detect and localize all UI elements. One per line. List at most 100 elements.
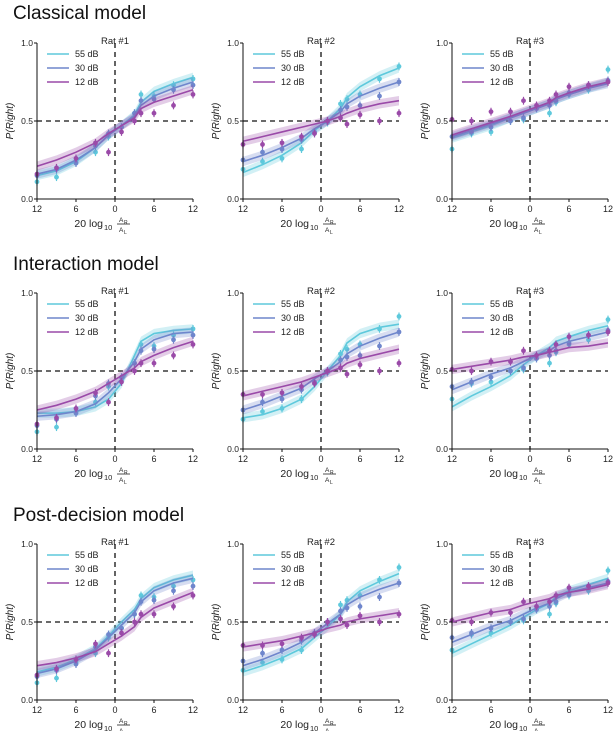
x-tick-label: 12 — [32, 204, 42, 214]
y-axis-label: P(Right) — [211, 604, 222, 641]
x-tick-label: 12 — [603, 204, 613, 214]
y-axis-label: P(Right) — [420, 353, 431, 390]
data-point — [106, 632, 111, 637]
data-point — [396, 580, 402, 586]
panel-title: Rat #3 — [516, 36, 544, 47]
legend-label: 55 dB — [281, 49, 305, 59]
data-point — [299, 647, 304, 653]
data-point — [344, 354, 350, 360]
x-tick-label: 0 — [318, 204, 323, 214]
legend-label: 12 dB — [490, 327, 514, 337]
data-point — [312, 381, 317, 386]
data-point — [377, 577, 382, 583]
x-tick-label: 6 — [73, 705, 78, 715]
x-tick-label: 0 — [112, 204, 117, 214]
data-point — [547, 110, 552, 116]
data-point — [338, 602, 343, 608]
x-tick-label: 6 — [566, 454, 571, 464]
panel-0-1: 0.0 0.5 1.0 12 6 0 6 12 P(Right) 20 log 10 A RA L Rat … — [211, 36, 404, 236]
fit-band-12-dB — [243, 96, 399, 146]
data-point — [344, 597, 350, 603]
x-tick-label: 12 — [447, 705, 457, 715]
fit-line-55-dB — [36, 574, 194, 673]
panel-title: Rat #2 — [307, 286, 335, 297]
data-point — [508, 368, 513, 374]
x-tick-label: 12 — [32, 454, 42, 464]
data-point — [344, 371, 350, 377]
data-point — [396, 329, 402, 335]
x-axis-frac-den: A — [325, 728, 330, 731]
data-point — [279, 647, 285, 653]
x-axis-frac-num: A — [119, 217, 124, 224]
data-point — [93, 641, 98, 647]
data-point — [190, 583, 196, 589]
y-tick-label: 0.0 — [227, 194, 239, 204]
x-tick-label: 6 — [73, 204, 78, 214]
x-tick-label: 12 — [394, 454, 404, 464]
data-point — [547, 103, 552, 108]
data-point — [260, 660, 265, 665]
x-tick-label: 12 — [238, 454, 248, 464]
data-point — [260, 392, 265, 397]
data-point — [260, 399, 265, 405]
x-tick-label: 0 — [112, 705, 117, 715]
x-tick-label: 6 — [151, 705, 156, 715]
legend-label: 30 dB — [490, 564, 514, 574]
data-point — [396, 565, 402, 570]
data-point — [469, 368, 474, 374]
x-axis-frac-num-sub: R — [124, 220, 128, 226]
data-point — [119, 379, 124, 385]
data-point — [190, 76, 196, 82]
x-axis-frac-den: A — [325, 477, 330, 484]
data-point — [325, 619, 330, 625]
data-point — [605, 67, 611, 72]
data-point — [547, 353, 552, 358]
legend-label: 30 dB — [75, 63, 99, 73]
data-point — [106, 399, 111, 405]
data-point — [553, 92, 559, 97]
x-axis-frac-den-sub: L — [124, 480, 127, 486]
y-axis-label: P(Right) — [5, 353, 16, 390]
data-point — [279, 641, 285, 647]
data-point — [73, 156, 79, 161]
data-point — [132, 619, 137, 625]
x-tick-label: 6 — [357, 705, 362, 715]
data-point — [93, 149, 98, 155]
data-point — [357, 353, 363, 358]
data-point — [106, 650, 111, 656]
panel-title: Rat #3 — [516, 537, 544, 548]
x-axis-frac-num: A — [119, 467, 124, 474]
y-tick-label: 0.5 — [436, 366, 448, 376]
y-tick-label: 0.5 — [21, 116, 33, 126]
y-tick-label: 0.5 — [227, 617, 239, 627]
data-point — [338, 101, 343, 107]
legend-label: 12 dB — [281, 578, 305, 588]
data-point — [299, 134, 304, 140]
data-point — [138, 348, 144, 354]
y-tick-label: 0.5 — [21, 617, 33, 627]
data-point — [344, 96, 350, 102]
data-point — [138, 110, 144, 116]
data-point — [586, 583, 591, 589]
data-point — [138, 599, 144, 605]
data-point — [299, 384, 304, 389]
data-point — [279, 390, 285, 396]
x-tick-label: 12 — [188, 204, 198, 214]
y-tick-label: 0.5 — [436, 116, 448, 126]
fit-line-12-dB — [451, 583, 609, 623]
x-axis-frac-num-sub: R — [330, 470, 334, 476]
data-point — [260, 149, 265, 155]
data-point — [132, 611, 137, 617]
data-point — [190, 593, 196, 598]
fit-line-12-dB — [242, 611, 400, 648]
x-axis-label: 20 log — [74, 719, 103, 731]
legend-label: 55 dB — [490, 299, 514, 309]
x-axis-frac-num: A — [325, 467, 330, 474]
data-point — [338, 115, 343, 121]
data-point — [377, 368, 382, 374]
x-axis-frac-num-sub: R — [124, 721, 128, 727]
x-tick-label: 0 — [527, 705, 532, 715]
